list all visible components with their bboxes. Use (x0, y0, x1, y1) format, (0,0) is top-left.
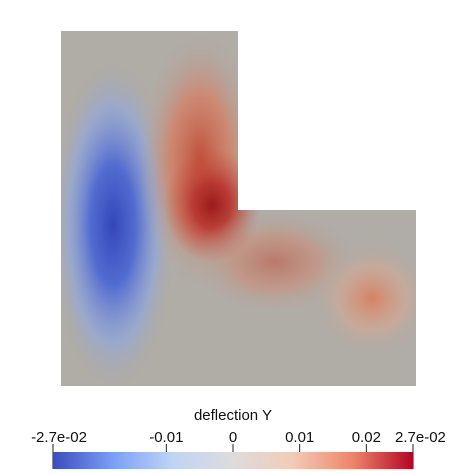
colorbar-tick-label-2-7e-02: -2.7e-02 (31, 429, 87, 446)
l-shaped-domain (61, 31, 416, 386)
colorbar-tick-label-0-01: -0.01 (149, 429, 183, 446)
colorbar-title: deflection Y (194, 407, 272, 424)
color-legend: deflection Y -2.7e-02 -0.01 0 0.01 0.02 2.7e-… (31, 407, 446, 469)
colorbar-ticks: -2.7e-02 -0.01 0 0.01 0.02 2.7e-02 (31, 429, 446, 469)
colorbar-tick-label-0: 0 (229, 429, 237, 446)
colorbar-tick-label-2-7e-02: 2.7e-02 (395, 429, 446, 446)
colorbar-gradient (53, 452, 413, 469)
colorbar-tick-label-0-02: 0.02 (352, 429, 381, 446)
colorbar-tick-label-0-01: 0.01 (285, 429, 314, 446)
arm-positive-lobe (310, 240, 416, 356)
